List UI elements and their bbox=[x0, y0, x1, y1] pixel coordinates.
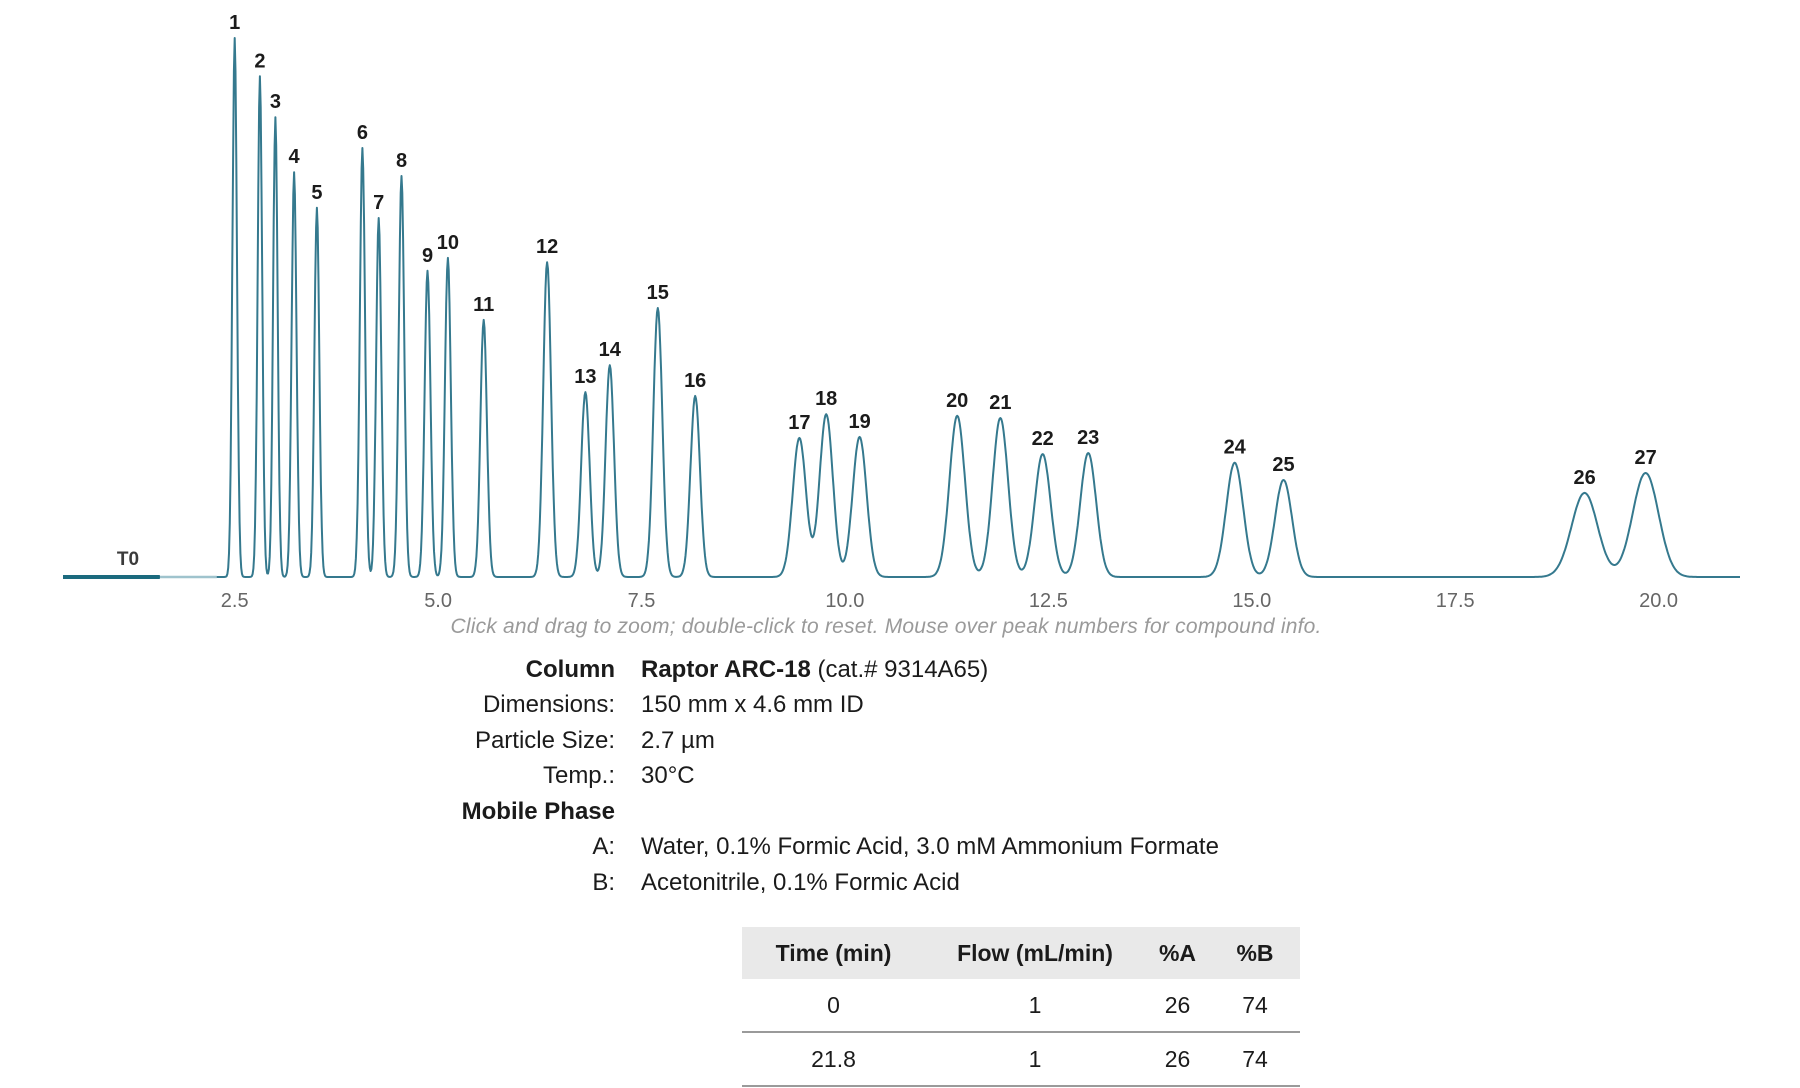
peak-label-18[interactable]: 18 bbox=[815, 388, 837, 410]
peak-label-5[interactable]: 5 bbox=[311, 182, 322, 204]
peak-label-12[interactable]: 12 bbox=[536, 236, 558, 258]
axis-tick-label-10.0: 10.0 bbox=[825, 590, 864, 612]
peak-label-2[interactable]: 2 bbox=[254, 50, 265, 72]
axis-tick-label-2.5: 2.5 bbox=[221, 590, 249, 612]
peak-label-13[interactable]: 13 bbox=[574, 366, 596, 388]
gradient-table: Time (min) Flow (mL/min) %A %B 0 1 26 74… bbox=[742, 927, 1300, 1087]
cell-flow-0: 1 bbox=[925, 979, 1145, 1033]
axis-tick-label-15.0: 15.0 bbox=[1232, 590, 1271, 612]
conditions-block: Column Raptor ARC-18 (cat.# 9314A65) Dim… bbox=[0, 652, 1219, 901]
mobile-phase-b-value: Acetonitrile, 0.1% Formic Acid bbox=[641, 868, 960, 896]
peak-label-22[interactable]: 22 bbox=[1032, 428, 1054, 450]
gradient-col-pct-a: %A bbox=[1145, 927, 1210, 979]
gradient-table-row: 0 1 26 74 bbox=[742, 979, 1300, 1033]
chromatogram-trace bbox=[62, 37, 1741, 578]
cell-pct-a-1: 26 bbox=[1145, 1032, 1210, 1087]
condition-row-mobile-phase: Mobile Phase bbox=[0, 794, 1219, 830]
cell-time-0: 0 bbox=[742, 979, 925, 1033]
mobile-phase-label: Mobile Phase bbox=[461, 797, 615, 825]
peak-label-9[interactable]: 9 bbox=[422, 245, 433, 267]
peak-label-16[interactable]: 16 bbox=[684, 370, 706, 392]
t0-label: T0 bbox=[117, 549, 139, 570]
condition-row-mobile-phase-b: B: Acetonitrile, 0.1% Formic Acid bbox=[0, 865, 1219, 901]
peak-label-21[interactable]: 21 bbox=[989, 392, 1011, 414]
column-value: Raptor ARC-18 (cat.# 9314A65) bbox=[641, 656, 988, 684]
mobile-phase-a-value: Water, 0.1% Formic Acid, 3.0 mM Ammonium… bbox=[641, 833, 1219, 861]
peak-label-20[interactable]: 20 bbox=[946, 390, 968, 412]
peak-label-25[interactable]: 25 bbox=[1272, 454, 1294, 476]
peak-label-11[interactable]: 11 bbox=[473, 294, 494, 316]
cell-pct-b-1: 74 bbox=[1210, 1032, 1300, 1087]
column-catalog-number: (cat.# 9314A65) bbox=[810, 655, 989, 683]
gradient-col-time: Time (min) bbox=[742, 927, 925, 979]
peak-label-26[interactable]: 26 bbox=[1573, 467, 1595, 489]
condition-row-mobile-phase-a: A: Water, 0.1% Formic Acid, 3.0 mM Ammon… bbox=[0, 830, 1219, 866]
condition-row-particle-size: Particle Size: 2.7 µm bbox=[0, 723, 1219, 759]
axis-tick-label-12.5: 12.5 bbox=[1029, 590, 1068, 612]
peak-label-24[interactable]: 24 bbox=[1224, 437, 1247, 459]
cell-pct-a-0: 26 bbox=[1145, 979, 1210, 1033]
condition-row-column: Column Raptor ARC-18 (cat.# 9314A65) bbox=[0, 652, 1219, 688]
dimensions-value: 150 mm x 4.6 mm ID bbox=[641, 691, 864, 719]
gradient-table-row: 21.8 1 26 74 bbox=[742, 1032, 1300, 1087]
peak-label-8[interactable]: 8 bbox=[396, 150, 407, 172]
cell-pct-b-0: 74 bbox=[1210, 979, 1300, 1033]
peak-label-3[interactable]: 3 bbox=[270, 91, 281, 113]
particle-size-value: 2.7 µm bbox=[641, 726, 715, 754]
particle-size-label: Particle Size: bbox=[474, 726, 615, 754]
cell-time-1: 21.8 bbox=[742, 1032, 925, 1087]
mobile-phase-a-label: A: bbox=[592, 833, 615, 861]
condition-row-temp: Temp.: 30°C bbox=[0, 759, 1219, 795]
temp-value: 30°C bbox=[641, 762, 695, 790]
peak-label-1[interactable]: 1 bbox=[229, 12, 240, 34]
column-label: Column bbox=[525, 655, 615, 683]
peak-label-19[interactable]: 19 bbox=[848, 411, 870, 433]
peak-label-17[interactable]: 17 bbox=[788, 412, 810, 434]
peak-label-15[interactable]: 15 bbox=[647, 282, 669, 304]
peak-label-4[interactable]: 4 bbox=[289, 146, 301, 168]
dimensions-label: Dimensions: bbox=[482, 691, 615, 719]
peak-label-7[interactable]: 7 bbox=[373, 192, 384, 214]
gradient-col-flow: Flow (mL/min) bbox=[925, 927, 1145, 979]
peak-label-27[interactable]: 27 bbox=[1634, 447, 1656, 469]
condition-row-dimensions: Dimensions: 150 mm x 4.6 mm ID bbox=[0, 688, 1219, 724]
axis-tick-label-20.0: 20.0 bbox=[1639, 590, 1678, 612]
zoom-hint-text: Click and drag to zoom; double-click to … bbox=[450, 615, 1322, 638]
axis-tick-label-5.0: 5.0 bbox=[424, 590, 452, 612]
peak-label-10[interactable]: 10 bbox=[437, 232, 459, 254]
peak-label-6[interactable]: 6 bbox=[357, 122, 368, 144]
axis-tick-label-7.5: 7.5 bbox=[628, 590, 656, 612]
peak-label-23[interactable]: 23 bbox=[1077, 427, 1099, 449]
temp-label: Temp.: bbox=[542, 762, 615, 790]
mobile-phase-b-label: B: bbox=[592, 868, 615, 896]
gradient-table-header-row: Time (min) Flow (mL/min) %A %B bbox=[742, 927, 1300, 979]
peak-label-14[interactable]: 14 bbox=[599, 339, 622, 361]
axis-tick-label-17.5: 17.5 bbox=[1436, 590, 1475, 612]
column-name: Raptor ARC-18 bbox=[641, 655, 811, 683]
gradient-col-pct-b: %B bbox=[1210, 927, 1300, 979]
cell-flow-1: 1 bbox=[925, 1032, 1145, 1087]
